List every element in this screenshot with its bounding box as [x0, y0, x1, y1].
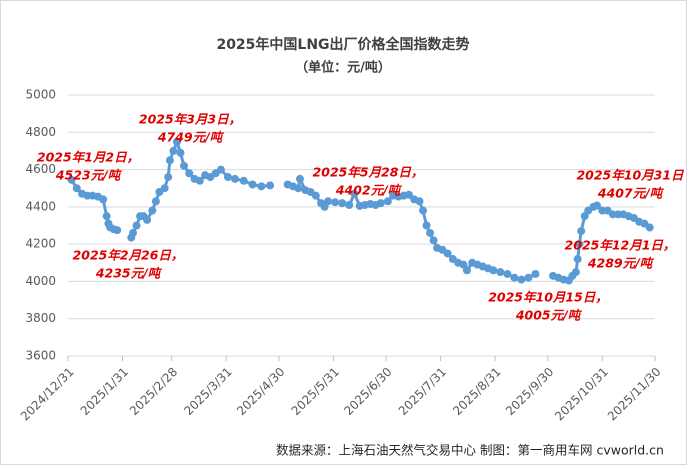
- annotation: 4523元/吨: [55, 168, 123, 183]
- data-point: [160, 184, 169, 193]
- data-point: [331, 198, 340, 207]
- data-point: [489, 266, 498, 275]
- data-point: [496, 268, 505, 277]
- data-point: [67, 175, 76, 184]
- data-point: [426, 228, 435, 237]
- data-point: [338, 199, 347, 208]
- data-point: [517, 275, 526, 284]
- y-tick-label: 5000: [25, 88, 56, 102]
- data-point: [185, 169, 194, 178]
- data-point: [143, 215, 152, 224]
- data-point: [524, 273, 533, 282]
- data-point: [148, 206, 157, 215]
- data-point: [99, 195, 108, 204]
- data-point: [164, 173, 173, 182]
- data-point: [129, 228, 138, 237]
- data-point: [350, 189, 359, 198]
- data-point: [176, 148, 185, 157]
- data-point: [404, 190, 413, 199]
- data-point: [102, 212, 111, 221]
- data-point: [169, 146, 178, 155]
- annotation: 4289元/吨: [587, 256, 655, 271]
- annotation: 4407元/吨: [597, 186, 665, 201]
- data-point: [419, 206, 428, 215]
- data-point: [311, 191, 320, 200]
- annotation: 2025年10月15日，: [488, 290, 608, 305]
- data-point: [571, 268, 580, 277]
- data-point: [151, 197, 160, 206]
- annotation: 4005元/吨: [515, 308, 583, 323]
- data-point: [503, 269, 512, 278]
- data-point: [531, 269, 540, 278]
- data-point: [216, 165, 225, 174]
- annotation: 2025年12月1日，: [565, 238, 676, 253]
- data-point: [645, 223, 654, 232]
- annotation: 2025年1月2日，: [37, 150, 139, 165]
- y-tick-label: 4600: [25, 162, 56, 176]
- data-point: [415, 197, 424, 206]
- data-point: [257, 182, 266, 191]
- data-point: [172, 137, 181, 146]
- data-point: [575, 240, 584, 249]
- data-point: [345, 200, 354, 209]
- data-point: [113, 226, 122, 235]
- annotation: 2025年5月28日，: [313, 165, 424, 180]
- chart-subtitle: （单位：元/吨）: [295, 60, 391, 76]
- y-tick-label: 4400: [25, 199, 56, 213]
- annotation: 2025年2月26日，: [73, 248, 184, 263]
- annotation: 4235元/吨: [95, 266, 163, 281]
- data-point: [577, 227, 586, 236]
- y-tick-label: 4000: [25, 274, 56, 288]
- source-note: 数据来源：上海石油天然气交易中心 制图：第一商用车网 cvworld.cn: [276, 443, 664, 458]
- data-point: [462, 266, 471, 275]
- y-tick-label: 3800: [25, 311, 56, 325]
- data-point: [223, 173, 232, 182]
- annotation: 2025年3月3日，: [139, 112, 241, 127]
- y-tick-label: 3600: [25, 349, 56, 363]
- chart-title: 2025年中国LNG出厂价格全国指数走势: [216, 36, 469, 53]
- y-tick-label: 4200: [25, 237, 56, 251]
- data-point: [429, 236, 438, 245]
- data-point: [248, 180, 257, 189]
- data-point: [266, 181, 275, 190]
- data-point: [510, 273, 519, 282]
- data-point: [294, 184, 303, 193]
- data-point: [230, 174, 239, 183]
- data-point: [295, 174, 304, 183]
- data-point: [132, 221, 141, 230]
- data-point: [239, 176, 248, 185]
- data-point: [593, 201, 602, 210]
- annotation: 4402元/吨: [335, 183, 403, 198]
- data-point: [573, 255, 582, 264]
- data-point: [195, 176, 204, 185]
- data-point: [383, 197, 392, 206]
- annotation: 4749元/吨: [157, 130, 225, 145]
- data-point: [376, 199, 385, 208]
- data-point: [443, 249, 452, 258]
- data-point: [72, 184, 81, 193]
- data-point: [422, 221, 431, 230]
- y-tick-label: 4800: [25, 125, 56, 139]
- data-point: [165, 156, 174, 165]
- annotation: 2025年10月31日: [576, 168, 685, 183]
- data-point: [179, 161, 188, 170]
- data-point: [324, 197, 333, 206]
